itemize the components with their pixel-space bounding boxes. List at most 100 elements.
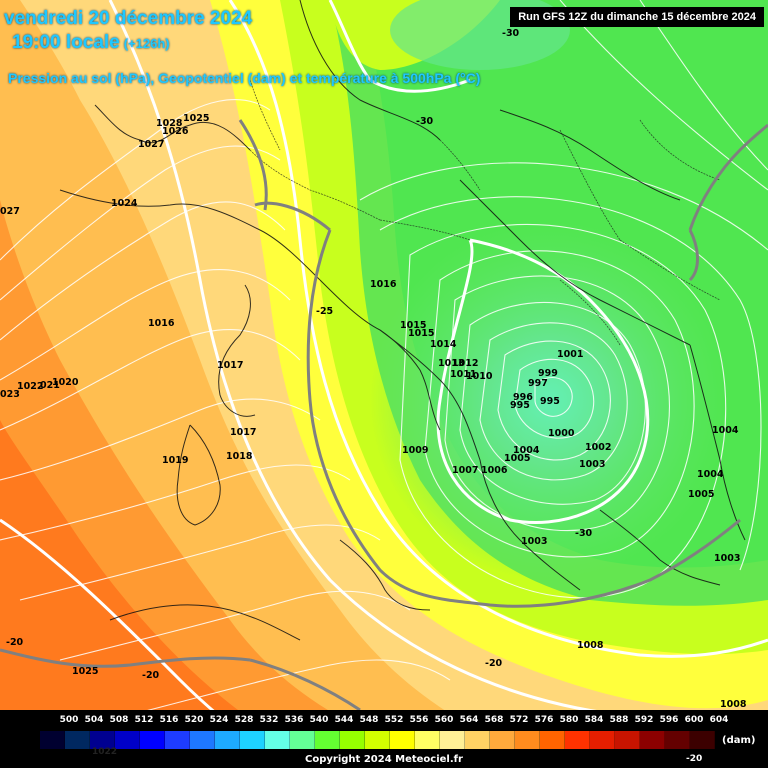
legend-tick: 600 xyxy=(684,715,704,725)
legend-swatch xyxy=(665,731,690,749)
legend-tick: 556 xyxy=(409,715,429,725)
run-info-badge: Run GFS 12Z du dimanche 15 décembre 2024 xyxy=(510,7,764,27)
isobars xyxy=(0,0,768,721)
legend-swatch xyxy=(590,731,615,749)
legend-tick: 588 xyxy=(609,715,629,725)
map-parameters: Pression au sol (hPa), Geopotentiel (dam… xyxy=(8,70,481,86)
country-borders xyxy=(249,79,721,346)
isobar-value-label: 023 xyxy=(0,389,20,400)
isotherm-value-label: -20 xyxy=(6,637,24,648)
legend-tick: 500 xyxy=(59,715,79,725)
legend-swatch xyxy=(40,731,65,749)
isobar-value-label: 997 xyxy=(528,378,548,389)
legend-swatch xyxy=(690,731,715,749)
legend-tick: 528 xyxy=(234,715,254,725)
legend-swatch xyxy=(290,731,315,749)
isobar-value-label: 1025 xyxy=(72,666,98,677)
legend-tick: 536 xyxy=(284,715,304,725)
isobar-value-label: 021 xyxy=(40,380,60,391)
isobar-value-label: 1001 xyxy=(557,349,583,360)
isobar-value-label: 1004 xyxy=(513,445,540,456)
isotherm-value-label: -30 xyxy=(575,528,593,539)
isobar-value-label: 1009 xyxy=(402,445,428,456)
isobar-value-label: 1008 xyxy=(577,640,604,651)
legend-tick: 604 xyxy=(709,715,729,725)
legend-swatch xyxy=(240,731,265,749)
legend-swatch xyxy=(365,731,390,749)
legend-swatch xyxy=(390,731,415,749)
legend-swatch xyxy=(465,731,490,749)
isobar-value-label: 1008 xyxy=(720,699,747,710)
isotherm-value-label: -30 xyxy=(416,116,434,127)
isobar-value-label: 1017 xyxy=(230,427,256,438)
legend-tick: 576 xyxy=(534,715,554,725)
forecast-time: 19:00 locale (+126h) xyxy=(12,32,170,54)
isobar-value-label: 1004 xyxy=(697,469,724,480)
forecast-date: vendredi 20 décembre 2024 xyxy=(4,8,253,29)
isobar-value-label: 1026 xyxy=(162,126,189,137)
legend-swatch xyxy=(140,731,165,749)
legend-unit: (dam) xyxy=(722,735,756,746)
isobar-value-label: 1005 xyxy=(504,453,530,464)
legend-swatch xyxy=(165,731,190,749)
forecast-time-label: 19:00 locale xyxy=(12,32,120,53)
legend-tick: 508 xyxy=(109,715,129,725)
isobar-value-label: 1007 xyxy=(452,465,478,476)
coastlines xyxy=(59,0,746,641)
legend-color-swatches xyxy=(40,731,740,749)
legend-tick: 584 xyxy=(584,715,604,725)
isobar-value-label: 1010 xyxy=(466,371,493,382)
isotherm-value-label: -25 xyxy=(316,306,333,317)
isobar-value-label: 1003 xyxy=(714,553,740,564)
legend-tick: 524 xyxy=(209,715,229,725)
isobar-value-label: 995 xyxy=(510,400,530,411)
legend-tick: 548 xyxy=(359,715,379,725)
legend-tick: 520 xyxy=(184,715,204,725)
legend-tick: 592 xyxy=(634,715,654,725)
isobar-value-label: 027 xyxy=(0,206,20,217)
isobar-value-label: 1003 xyxy=(579,459,605,470)
isobar-value-label: 1011 xyxy=(450,369,476,380)
legend-bottom-left-label: 1022 xyxy=(92,747,118,757)
copyright-notice: Copyright 2024 Meteociel.fr xyxy=(305,754,463,765)
legend-swatch xyxy=(515,731,540,749)
isobar-value-label: 1003 xyxy=(521,536,547,547)
isobar-value-label: 1004 xyxy=(712,425,739,436)
isotherm-value-label: -20 xyxy=(485,658,503,669)
legend-swatch xyxy=(65,731,90,749)
forecast-offset: (+126h) xyxy=(123,36,170,51)
legend-tick: 516 xyxy=(159,715,179,725)
legend-swatch xyxy=(215,731,240,749)
legend-swatch xyxy=(340,731,365,749)
color-scale-legend: 500 504 508 512 516 520 524 528 532 536 540 544 548 5… xyxy=(0,710,768,768)
legend-tick: 572 xyxy=(509,715,529,725)
legend-swatch xyxy=(190,731,215,749)
isobar-value-label: 1027 xyxy=(138,139,164,150)
isobar-value-label: 1017 xyxy=(217,360,243,371)
legend-swatch xyxy=(615,731,640,749)
isobar-value-label: 1002 xyxy=(585,442,611,453)
isobar-value-label: 1013 xyxy=(438,358,464,369)
legend-swatch xyxy=(440,731,465,749)
legend-tick: 552 xyxy=(384,715,404,725)
isobar-value-label: 1019 xyxy=(162,455,188,466)
legend-bottom-right-label: -20 xyxy=(686,754,703,764)
legend-tick: 544 xyxy=(334,715,354,725)
isobar-value-label: 1006 xyxy=(481,465,508,476)
legend-tick: 512 xyxy=(134,715,154,725)
legend-swatch xyxy=(565,731,590,749)
isobar-value-label: 1024 xyxy=(111,198,138,209)
isobar-value-label: 1014 xyxy=(430,339,457,350)
isobar-value-label: 1005 xyxy=(688,489,714,500)
isotherms-500hpa xyxy=(0,119,768,712)
isobar-value-label: 1020 xyxy=(52,377,79,388)
isobar-value-label: 999 xyxy=(538,368,558,379)
isotherm-value-label: -20 xyxy=(142,670,160,681)
legend-swatch xyxy=(115,731,140,749)
isobar-value-label: 1018 xyxy=(226,451,253,462)
isobar-value-label: 1000 xyxy=(548,428,575,439)
legend-tick: 504 xyxy=(84,715,104,725)
legend-tick: 532 xyxy=(259,715,279,725)
isobar-value-label: 1025 xyxy=(183,113,209,124)
